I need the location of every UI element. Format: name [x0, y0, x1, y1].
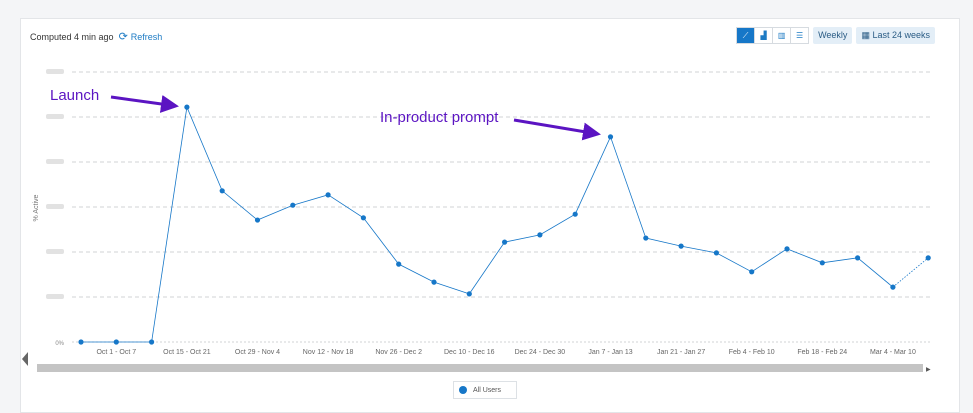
data-point [643, 235, 649, 241]
data-point [784, 246, 790, 252]
data-point [855, 255, 861, 261]
data-point [325, 192, 331, 198]
x-tick-label: Nov 12 - Nov 18 [303, 349, 354, 356]
area-chart-icon[interactable]: ▟ [755, 28, 774, 43]
calendar-icon: ▦ [861, 30, 873, 40]
refresh-label: Refresh [130, 31, 163, 42]
x-tick-label: Dec 10 - Dec 16 [444, 349, 495, 356]
legend-label: All Users [473, 386, 502, 394]
x-tick-label: Feb 18 - Feb 24 [797, 349, 847, 356]
data-point [537, 232, 543, 238]
data-point [607, 134, 614, 140]
data-point [466, 291, 472, 297]
x-tick-label: Oct 15 - Oct 21 [163, 349, 211, 356]
date-range-label: Last 24 weeks [872, 30, 930, 40]
x-tick-label: Feb 4 - Feb 10 [729, 349, 775, 356]
annotation-launch: Launch [50, 87, 99, 104]
bar-chart-icon[interactable]: ▥ [773, 28, 792, 43]
series-line-incomplete [892, 257, 929, 288]
annotation-in-product-prompt: In-product prompt [380, 109, 499, 126]
refresh-button[interactable]: ⟳ Refresh [119, 30, 163, 43]
data-point [113, 339, 119, 345]
x-tick-label: Dec 24 - Dec 30 [515, 349, 566, 356]
data-point [749, 269, 755, 275]
scroll-right-arrow[interactable]: ▶ [926, 367, 931, 373]
y-tick-label-blurred [46, 69, 64, 74]
y-tick-label-blurred [46, 204, 64, 209]
data-point [819, 260, 825, 266]
data-point [396, 261, 402, 267]
x-tick-label: Jan 7 - Jan 13 [588, 349, 632, 356]
date-range-select[interactable]: ▦ Last 24 weeks [856, 27, 935, 44]
chart-card: Computed 4 min ago ⟳ Refresh ⟋ ▟ ▥ ☰ Wee… [20, 18, 960, 413]
data-point [254, 217, 261, 223]
computed-status: Computed 4 min ago [30, 31, 114, 42]
data-point [184, 104, 190, 110]
data-point [925, 255, 931, 261]
data-point [78, 339, 84, 345]
data-point [678, 243, 684, 249]
line-chart-icon[interactable]: ⟋ [737, 28, 756, 43]
annotation-arrow [110, 95, 179, 113]
annotation-arrow [513, 118, 601, 141]
x-tick-label: Nov 26 - Dec 2 [375, 349, 422, 356]
chart-type-group: ⟋ ▟ ▥ ☰ [736, 27, 810, 44]
data-point [572, 211, 578, 217]
y-tick-label-blurred [46, 294, 64, 299]
data-point [502, 239, 508, 245]
data-point [149, 339, 155, 345]
table-icon[interactable]: ☰ [791, 28, 809, 43]
y-tick-label-blurred [46, 114, 64, 119]
data-point [290, 202, 296, 208]
x-tick-label: Mar 4 - Mar 10 [870, 349, 916, 356]
header: Computed 4 min ago ⟳ Refresh [30, 30, 162, 43]
x-tick-label: Jan 21 - Jan 27 [657, 349, 705, 356]
chart-controls: ⟋ ▟ ▥ ☰ Weekly ▦ Last 24 weeks [736, 27, 935, 44]
legend-item-all-users[interactable]: All Users [453, 381, 517, 399]
x-tick-label: Oct 1 - Oct 7 [96, 349, 136, 356]
y-tick-label-blurred [46, 159, 64, 164]
data-point [360, 215, 366, 221]
legend-marker [459, 386, 467, 394]
x-tick-label: Oct 29 - Nov 4 [235, 349, 280, 356]
refresh-icon: ⟳ [118, 31, 128, 43]
data-point [219, 188, 225, 194]
interval-select[interactable]: Weekly [813, 27, 853, 44]
y-axis-label: % Active [33, 194, 40, 221]
data-point [890, 284, 896, 290]
data-point [431, 279, 437, 285]
scroll-left-handle[interactable] [22, 352, 28, 366]
y-tick-label: 0% [55, 341, 64, 347]
series-line [81, 105, 894, 343]
y-tick-label-blurred [46, 249, 64, 254]
data-point [713, 250, 720, 256]
horizontal-scrollbar[interactable] [37, 364, 923, 372]
